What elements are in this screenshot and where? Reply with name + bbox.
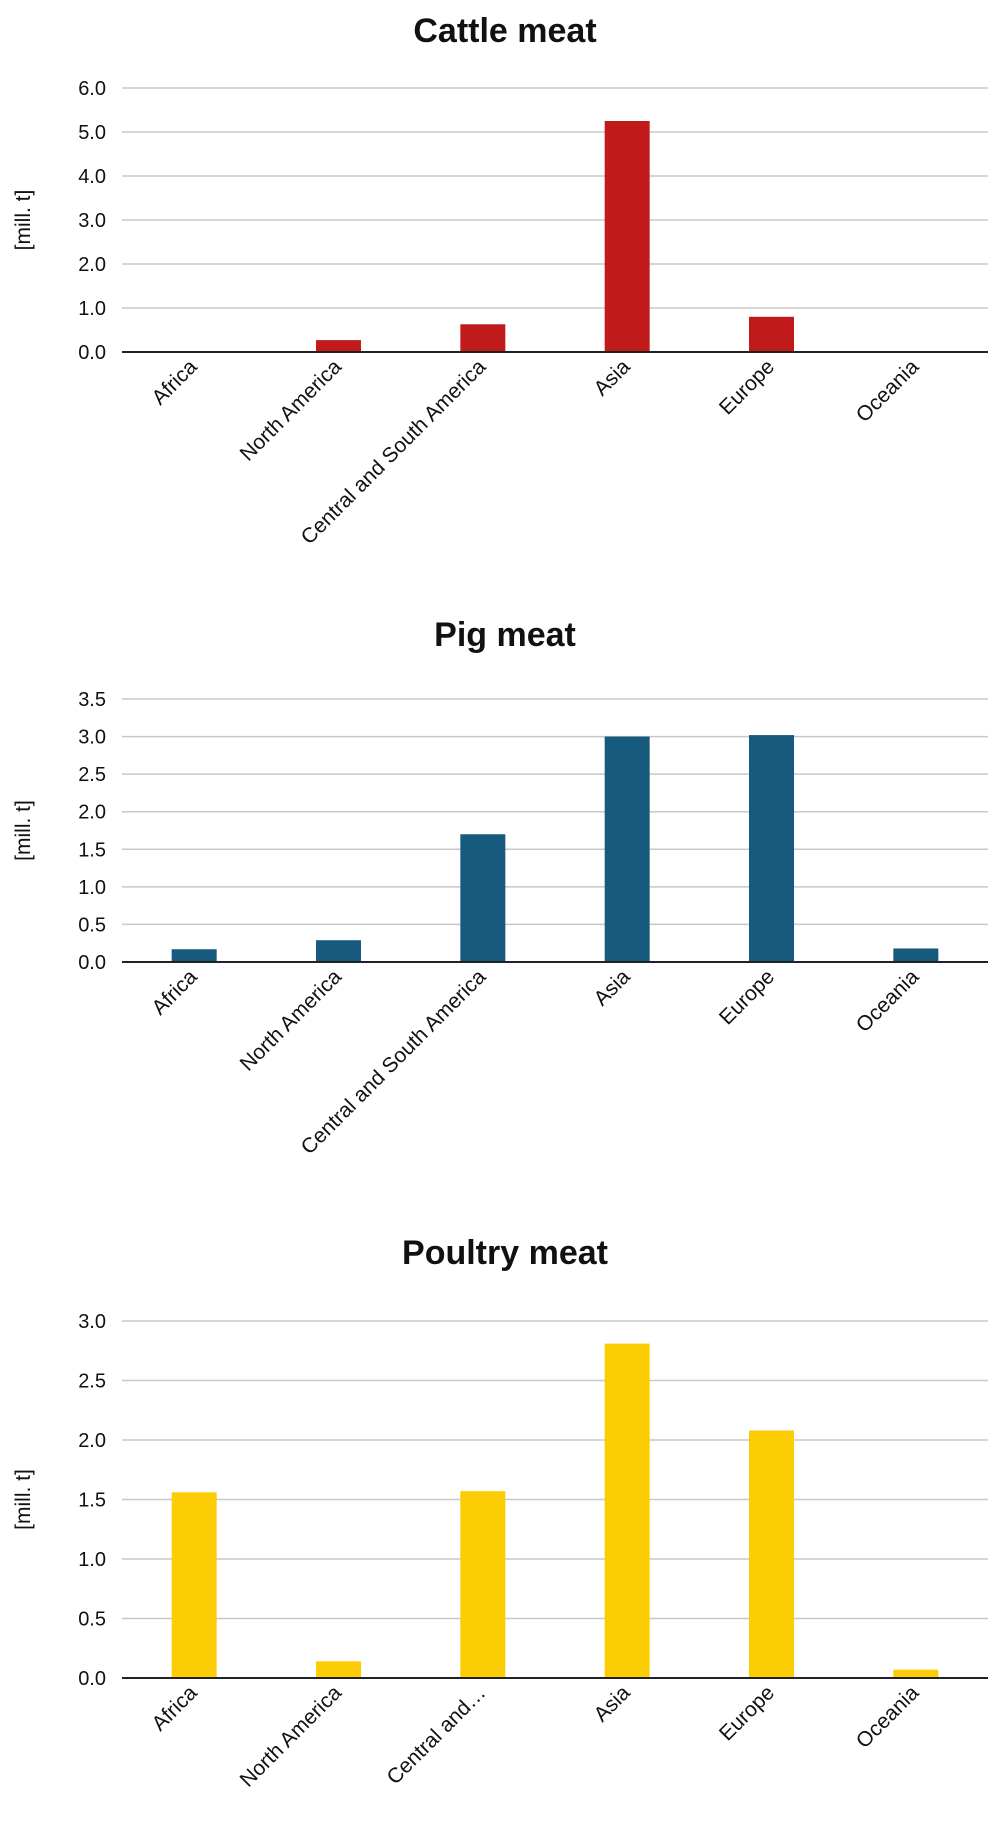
x-category-label: Africa <box>147 1681 201 1735</box>
y-tick-label: 0.0 <box>78 342 106 364</box>
y-tick-label: 3.0 <box>78 727 106 749</box>
x-category-label: North America <box>236 965 347 1076</box>
x-category-label: Asia <box>590 1681 635 1726</box>
x-category-label: Europe <box>715 1681 779 1745</box>
bar-africa <box>171 949 217 962</box>
y-tick-label: 2.5 <box>78 1371 106 1393</box>
y-axis-label: [mill. t] <box>12 1469 35 1530</box>
bar-oceania <box>893 1669 939 1678</box>
y-tick-label: 2.0 <box>78 1430 106 1452</box>
bar-africa <box>171 1492 217 1678</box>
y-tick-label: 2.5 <box>78 764 106 786</box>
y-tick-label: 0.5 <box>78 914 106 936</box>
bar-north-america <box>316 1661 361 1678</box>
x-category-label: Asia <box>590 965 635 1010</box>
x-category-label: Africa <box>147 355 201 409</box>
bar-europe <box>749 1430 794 1678</box>
y-tick-label: 1.0 <box>78 877 106 899</box>
x-category-label: Oceania <box>852 355 924 427</box>
y-tick-label: 0.0 <box>78 1668 106 1690</box>
bar-central-and <box>460 1491 506 1678</box>
bar-europe <box>749 316 794 352</box>
bar-oceania <box>893 948 939 962</box>
y-tick-label: 0.0 <box>78 952 106 974</box>
y-tick-label: 0.5 <box>78 1609 106 1631</box>
pig-meat-chart: Pig meat [mill. t] 0.0 0.5 1.0 1.5 2.0 2.5 3.0 3.… <box>12 616 988 1159</box>
x-category-label: Oceania <box>852 1681 924 1753</box>
x-category-label: Africa <box>147 965 201 1019</box>
cattle-meat-chart: Cattle meat [mill. t] 0.0 1.0 2.0 3.0 4.0 5.0 6.… <box>12 12 988 549</box>
x-category-label: Europe <box>715 965 779 1029</box>
bar-asia <box>604 1343 650 1678</box>
y-tick-label: 1.0 <box>78 1549 106 1571</box>
y-tick-label: 4.0 <box>78 166 106 188</box>
bar-north-america <box>316 340 361 352</box>
x-category-label: Europe <box>715 355 779 419</box>
poultry-meat-chart: Poultry meat [mill. t] 0.0 0.5 1.0 1.5 2.0 2.5 3… <box>12 1234 988 1792</box>
y-tick-label: 1.5 <box>78 839 106 861</box>
y-axis-label: [mill. t] <box>12 800 35 861</box>
x-category-label: North America <box>236 355 347 466</box>
chart-title: Pig meat <box>434 616 576 654</box>
x-category-label: Central and… <box>382 1681 490 1789</box>
bar-asia <box>604 121 650 352</box>
bar-north-america <box>316 940 361 962</box>
x-category-label: Oceania <box>852 965 924 1037</box>
y-tick-label: 3.0 <box>78 210 106 232</box>
bar-central-and-south-america <box>460 324 506 352</box>
chart-title: Cattle meat <box>413 12 596 50</box>
y-tick-label: 5.0 <box>78 122 106 144</box>
y-tick-label: 3.0 <box>78 1311 106 1333</box>
bar-asia <box>604 736 650 962</box>
y-tick-label: 1.5 <box>78 1490 106 1512</box>
y-tick-label: 2.0 <box>78 802 106 824</box>
y-axis-label: [mill. t] <box>12 190 35 251</box>
y-tick-label: 6.0 <box>78 78 106 100</box>
chart-title: Poultry meat <box>402 1234 608 1272</box>
x-category-label: North America <box>236 1681 347 1792</box>
x-category-label: Asia <box>590 355 635 400</box>
bar-europe <box>749 735 794 962</box>
y-tick-label: 2.0 <box>78 254 106 276</box>
y-tick-label: 1.0 <box>78 298 106 320</box>
bar-central-and-south-america <box>460 834 506 962</box>
y-tick-label: 3.5 <box>78 689 106 711</box>
